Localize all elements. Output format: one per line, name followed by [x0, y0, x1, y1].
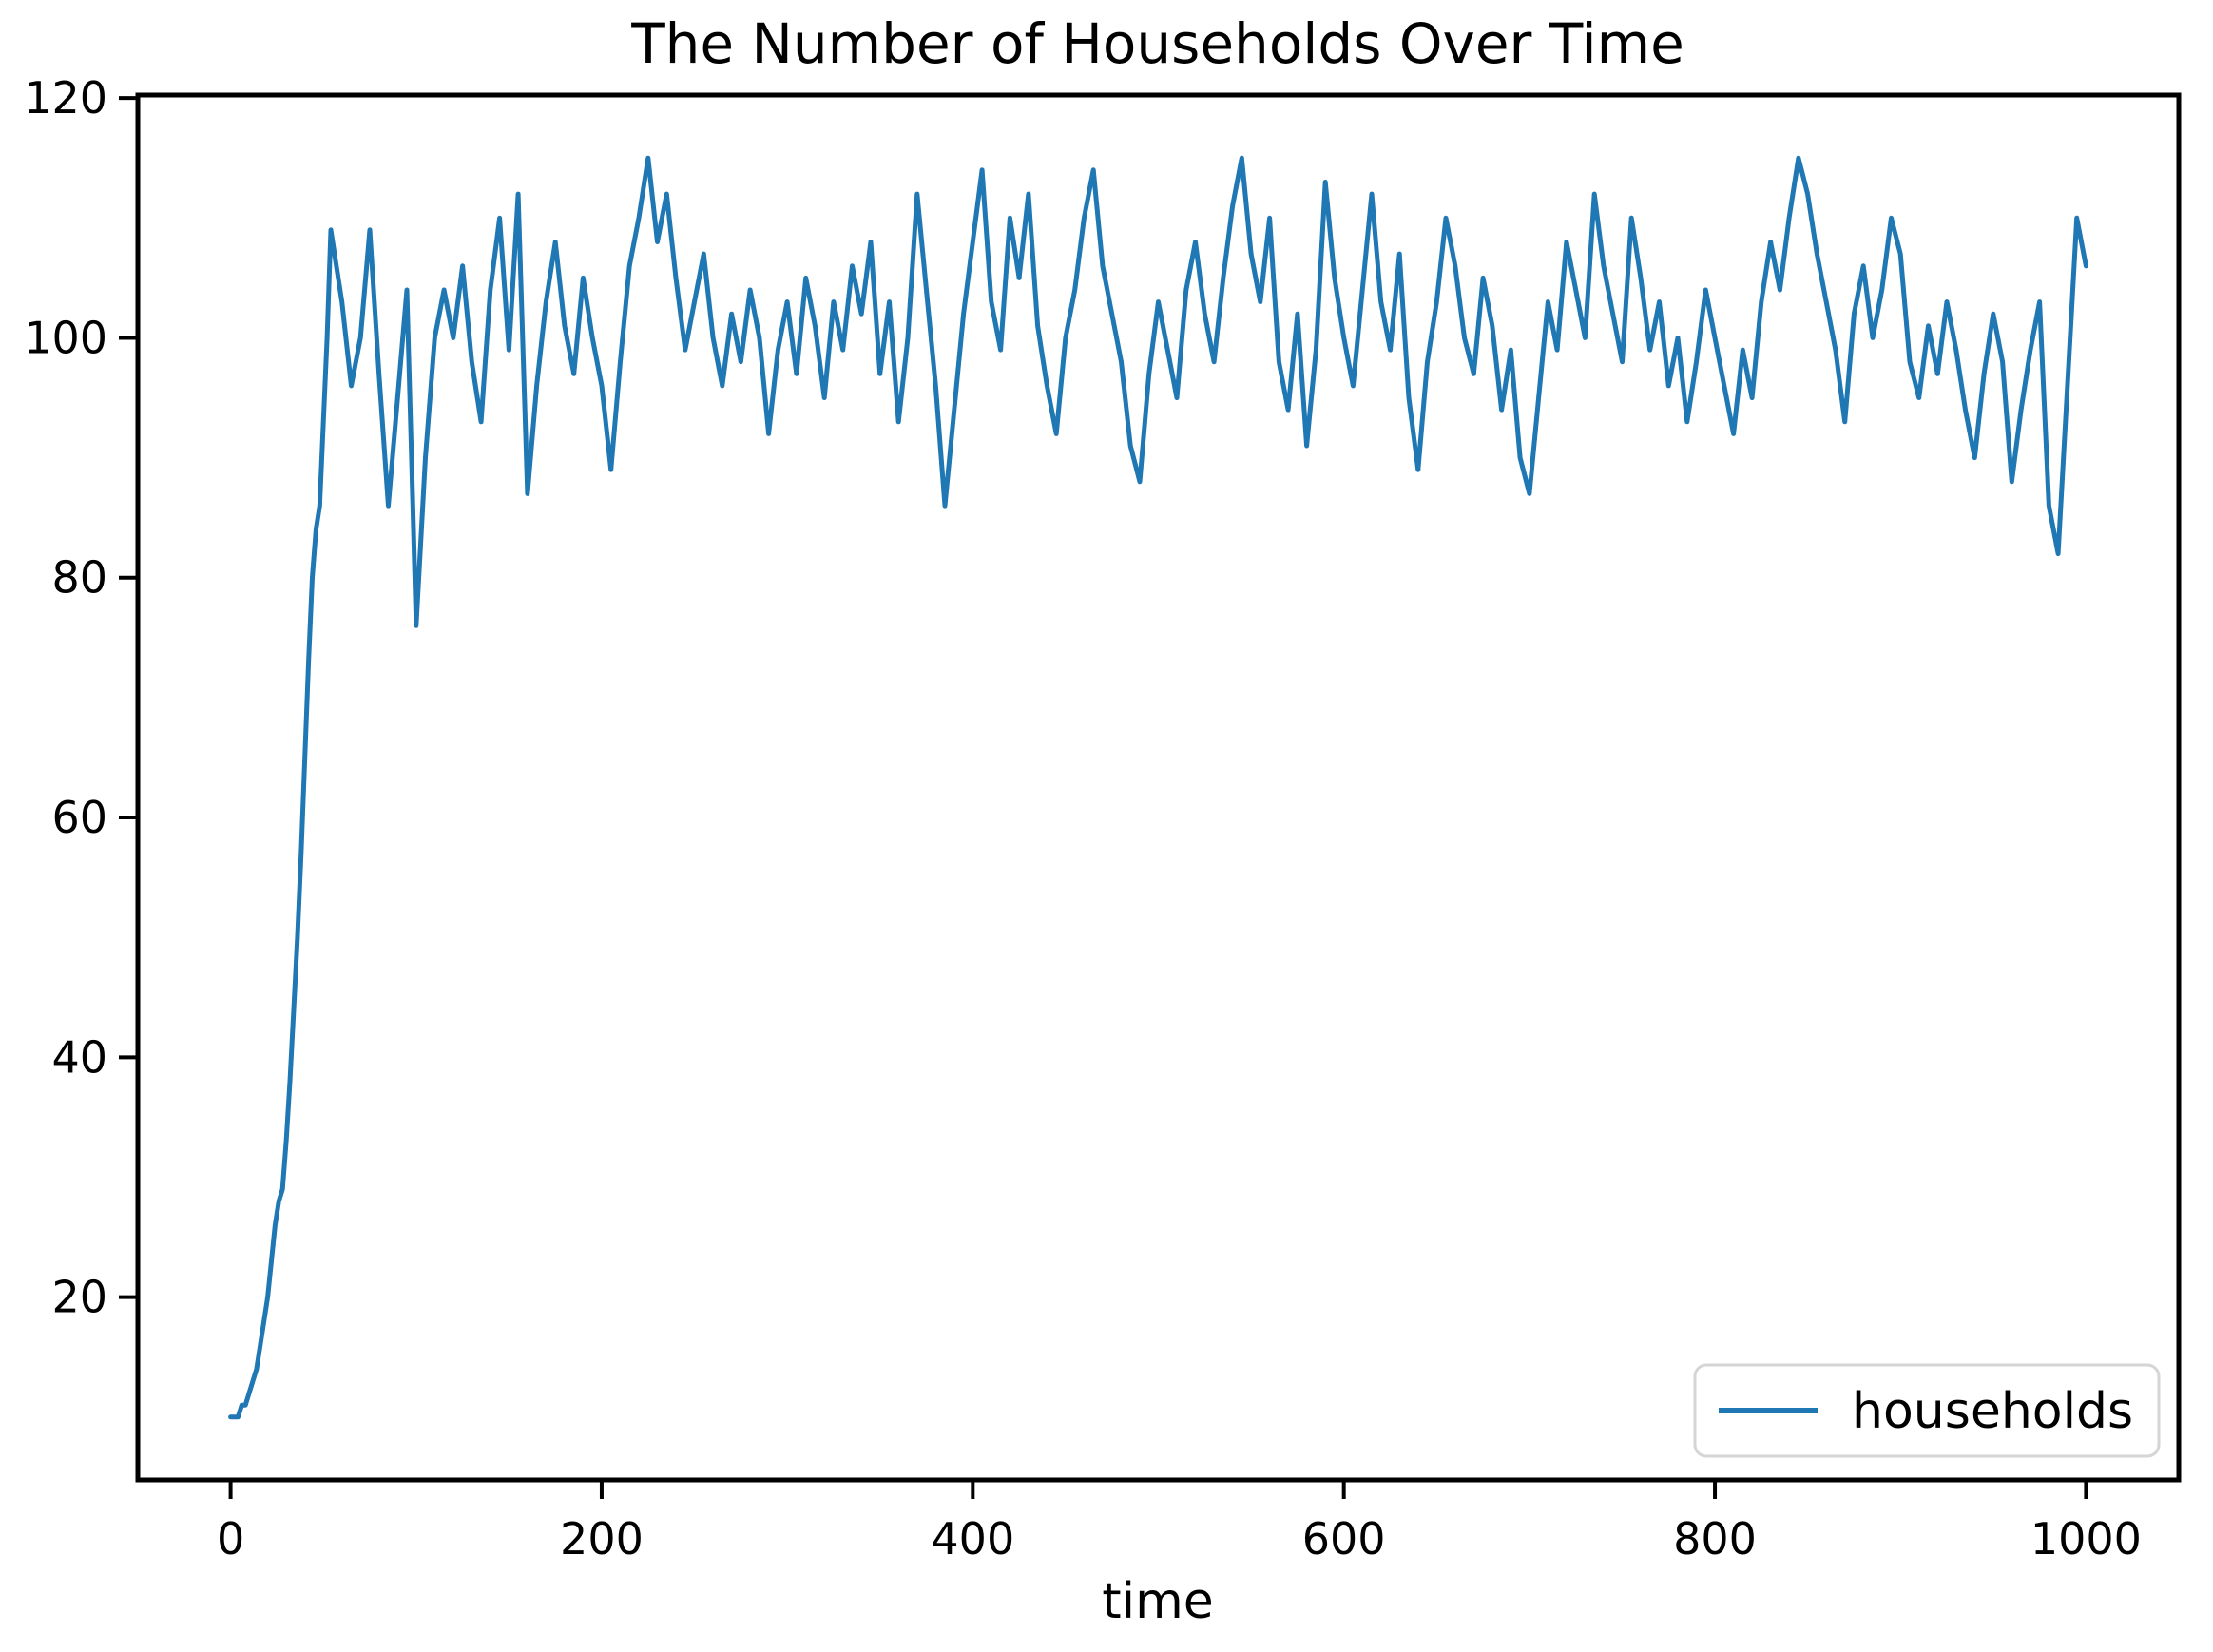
chart-title: The Number of Households Over Time	[630, 11, 1684, 76]
y-axis: 20 40 60 80 100 120	[24, 72, 138, 1323]
y-tick-label: 80	[51, 552, 107, 604]
x-tick-label: 0	[217, 1513, 244, 1565]
legend-box	[1693, 1363, 2161, 1458]
x-axis-label: time	[1102, 1573, 1213, 1630]
plot-area	[135, 92, 2182, 1483]
y-tick-label: 100	[24, 312, 107, 363]
x-tick-label: 200	[560, 1513, 644, 1565]
y-tick-label: 60	[51, 792, 107, 843]
axes-frame	[135, 92, 2182, 1483]
x-axis: 0 200 400 600 800 1000	[217, 1480, 2142, 1565]
x-tick-label: 600	[1302, 1513, 1386, 1565]
x-tick-label: 1000	[2030, 1513, 2142, 1565]
x-tick-label: 800	[1673, 1513, 1757, 1565]
x-tick-label: 400	[931, 1513, 1014, 1565]
households-line	[228, 155, 2088, 1420]
legend-label: households	[1852, 1383, 2133, 1440]
legend: households	[1693, 1363, 2161, 1458]
y-tick-label: 20	[51, 1272, 107, 1323]
y-tick-label: 40	[51, 1031, 107, 1083]
y-tick-label: 120	[24, 72, 107, 124]
